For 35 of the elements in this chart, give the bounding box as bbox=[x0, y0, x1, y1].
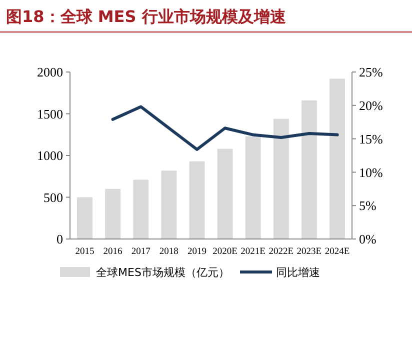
bar bbox=[273, 118, 289, 239]
x-tick-label: 2019 bbox=[187, 247, 207, 257]
bar bbox=[217, 148, 233, 239]
y2-tick-label: 10% bbox=[359, 164, 383, 180]
x-tick-label: 2018 bbox=[159, 247, 179, 257]
y-tick-label: 2000 bbox=[37, 64, 63, 80]
bar bbox=[301, 100, 317, 239]
y2-tick-label: 15% bbox=[359, 131, 383, 146]
bar bbox=[245, 136, 261, 239]
legend-label: 同比增速 bbox=[276, 266, 320, 279]
bar bbox=[77, 197, 92, 239]
y2-tick-label: 5% bbox=[359, 198, 376, 214]
x-tick-label: 2022E bbox=[268, 247, 294, 257]
x-tick-label: 2020E bbox=[212, 247, 238, 257]
x-tick-label: 2016 bbox=[103, 247, 123, 257]
bar bbox=[161, 170, 177, 239]
x-tick-label: 2017 bbox=[131, 247, 151, 257]
y-tick-label: 500 bbox=[44, 190, 63, 205]
x-tick-label: 2023E bbox=[296, 247, 322, 257]
line-series bbox=[111, 105, 339, 151]
y-tick-label: 0 bbox=[56, 232, 63, 247]
bar bbox=[330, 78, 345, 239]
bar bbox=[105, 188, 121, 239]
y-tick-label: 1000 bbox=[37, 148, 63, 164]
chart-title: 图18：全球 MES 行业市场规模及增速 bbox=[6, 7, 287, 26]
bar bbox=[133, 180, 149, 239]
x-tick-label: 2024E bbox=[324, 247, 350, 257]
legend-label: 全球MES市场规模（亿元） bbox=[96, 266, 230, 279]
x-tick-label: 2021E bbox=[240, 247, 266, 257]
y2-tick-label: 20% bbox=[359, 98, 383, 113]
bar bbox=[189, 161, 205, 239]
y-tick-label: 1500 bbox=[37, 106, 63, 122]
y2-tick-label: 25% bbox=[359, 64, 383, 80]
x-tick-label: 2015 bbox=[75, 247, 94, 257]
y2-tick-label: 0% bbox=[359, 232, 376, 247]
